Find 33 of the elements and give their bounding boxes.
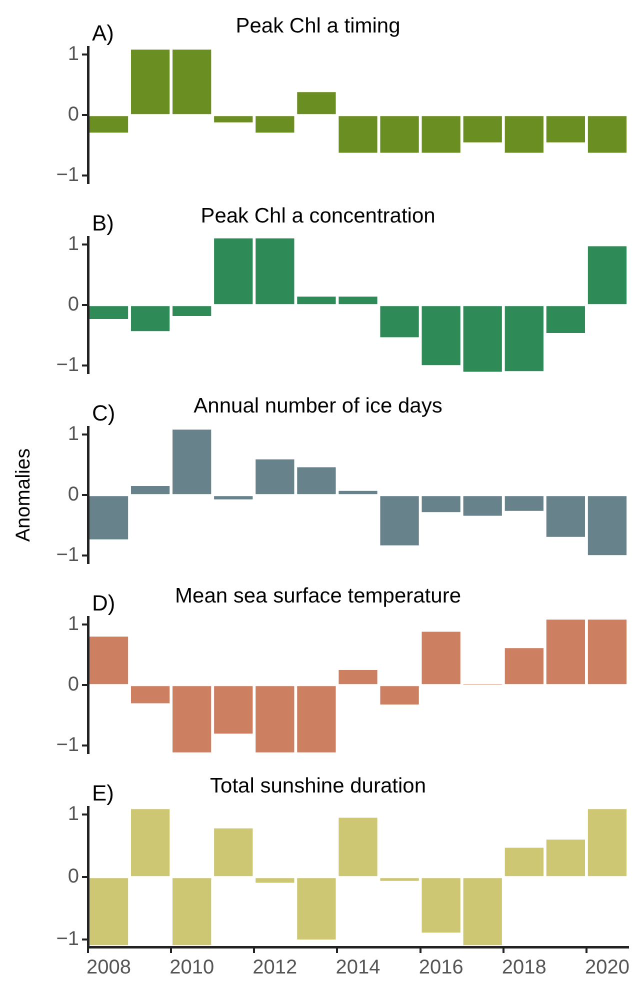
- y-tick-label: −1: [56, 734, 79, 756]
- y-tick-label: 0: [68, 484, 79, 506]
- text: C): [92, 400, 116, 426]
- y-tick-label: −1: [56, 928, 79, 950]
- chart-title: Peak Chl a concentration: [200, 204, 436, 228]
- y-axis-title: Anomalies: [12, 448, 35, 542]
- y-tick-label: 1: [68, 232, 79, 255]
- chart-title: Peak Chl a timing: [236, 14, 400, 38]
- y-tick-label: 0: [68, 866, 79, 888]
- y-tick-label: 1: [68, 422, 79, 445]
- y-tick-label: 1: [68, 803, 79, 826]
- y-tick-label: −1: [56, 354, 79, 376]
- x-tick-label: 2016: [418, 956, 464, 979]
- x-tick-label: 2012: [252, 956, 298, 979]
- x-tick-label: 2020: [584, 956, 630, 979]
- chart-title: Annual number of ice days: [194, 394, 442, 418]
- y-tick-label: −1: [56, 164, 79, 186]
- x-tick-label: 2008: [86, 956, 132, 979]
- y-tick-label: −1: [56, 544, 79, 566]
- x-tick-label: 2018: [502, 956, 546, 979]
- y-tick-label: 0: [68, 294, 79, 316]
- x-tick-label: 2014: [336, 956, 380, 979]
- text: E): [92, 780, 114, 806]
- y-tick-label: 0: [68, 674, 79, 696]
- y-tick-label: 1: [68, 42, 79, 65]
- y-tick-label: 1: [68, 612, 79, 635]
- chart-title: Mean sea surface temperature: [175, 584, 461, 608]
- chart-title: Total sunshine duration: [210, 774, 426, 798]
- y-tick-label: 0: [68, 104, 79, 126]
- x-tick-label: 2010: [170, 956, 214, 979]
- text: B): [92, 210, 114, 236]
- text: A): [92, 20, 114, 46]
- text: D): [92, 590, 116, 616]
